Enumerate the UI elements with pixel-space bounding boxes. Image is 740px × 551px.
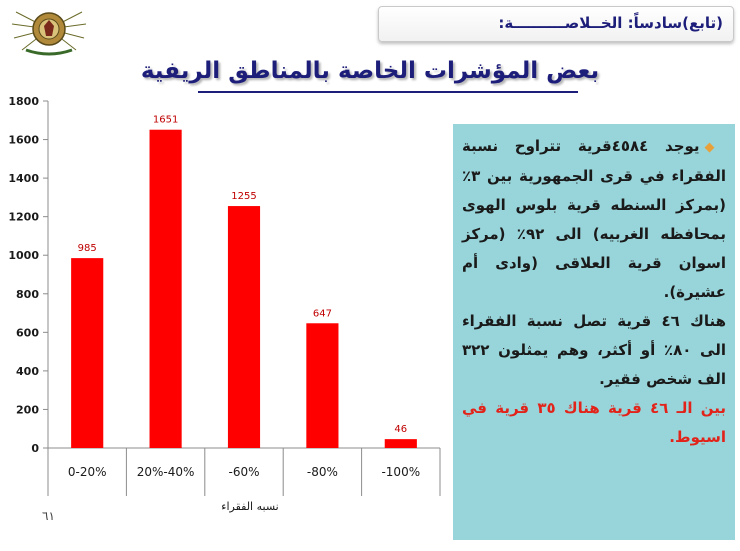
bar — [384, 439, 417, 448]
summary-paragraph-1-text: يوجد ٤٥٨٤قرية تتراوح نسبة الفقراء في قرى… — [462, 137, 727, 301]
y-tick-label: 1400 — [8, 172, 39, 185]
bar-value-label: 1255 — [231, 191, 256, 202]
title-underline — [198, 91, 578, 93]
y-tick-label: 1000 — [8, 249, 39, 262]
summary-text-panel: ◆يوجد ٤٥٨٤قرية تتراوح نسبة الفقراء في قر… — [453, 124, 735, 540]
summary-paragraph-2: هناك ٤٦ قرية تصل نسبة الفقراء الى ٨٠٪ أو… — [462, 312, 726, 388]
bar — [227, 206, 261, 448]
summary-paragraph-3-highlight: بين الـ ٤٦ قرية هناك ٣٥ قرية في اسيوط. — [462, 399, 727, 446]
diamond-bullet-icon: ◆ — [704, 140, 727, 155]
y-tick-label: 600 — [16, 326, 39, 339]
bar — [71, 258, 104, 448]
bar-value-label: 985 — [78, 243, 97, 254]
x-axis-title: نسبه الفقراء — [221, 500, 278, 513]
x-category-label: -80% — [307, 465, 338, 479]
y-tick-label: 400 — [16, 365, 39, 378]
section-header-box: (تابع)سادساً: الخــلاصــــــــــة: — [378, 6, 734, 42]
x-category-label: -60% — [228, 465, 259, 479]
y-tick-label: 0 — [31, 442, 39, 455]
page-number: ٦١ — [42, 509, 55, 523]
x-category-label: -100% — [381, 465, 420, 479]
summary-paragraph-1: ◆يوجد ٤٥٨٤قرية تتراوح نسبة الفقراء في قر… — [462, 132, 726, 307]
y-tick-label: 1600 — [8, 134, 39, 147]
slide-title: بعض المؤشرات الخاصة بالمناطق الريفية — [140, 58, 600, 84]
bar-value-label: 647 — [313, 308, 332, 319]
bar — [306, 323, 339, 448]
y-tick-label: 1200 — [8, 211, 39, 224]
y-tick-label: 800 — [16, 288, 39, 301]
x-category-label: 20%-40% — [137, 465, 195, 479]
y-tick-label: 200 — [16, 403, 39, 416]
y-tick-label: 1800 — [8, 95, 39, 108]
bar — [149, 129, 182, 449]
bar-value-label: 1651 — [153, 115, 178, 126]
bar-value-label: 46 — [394, 424, 407, 435]
section-header-text: (تابع)سادساً: الخــلاصــــــــــة: — [498, 14, 723, 32]
x-category-label: 0-20% — [68, 465, 107, 479]
emblem-logo-icon — [11, 11, 87, 56]
poverty-bar-chart: 0 200 400 600 800 1000 1200 1400 1600 1800 985 0-20… — [8, 95, 441, 513]
